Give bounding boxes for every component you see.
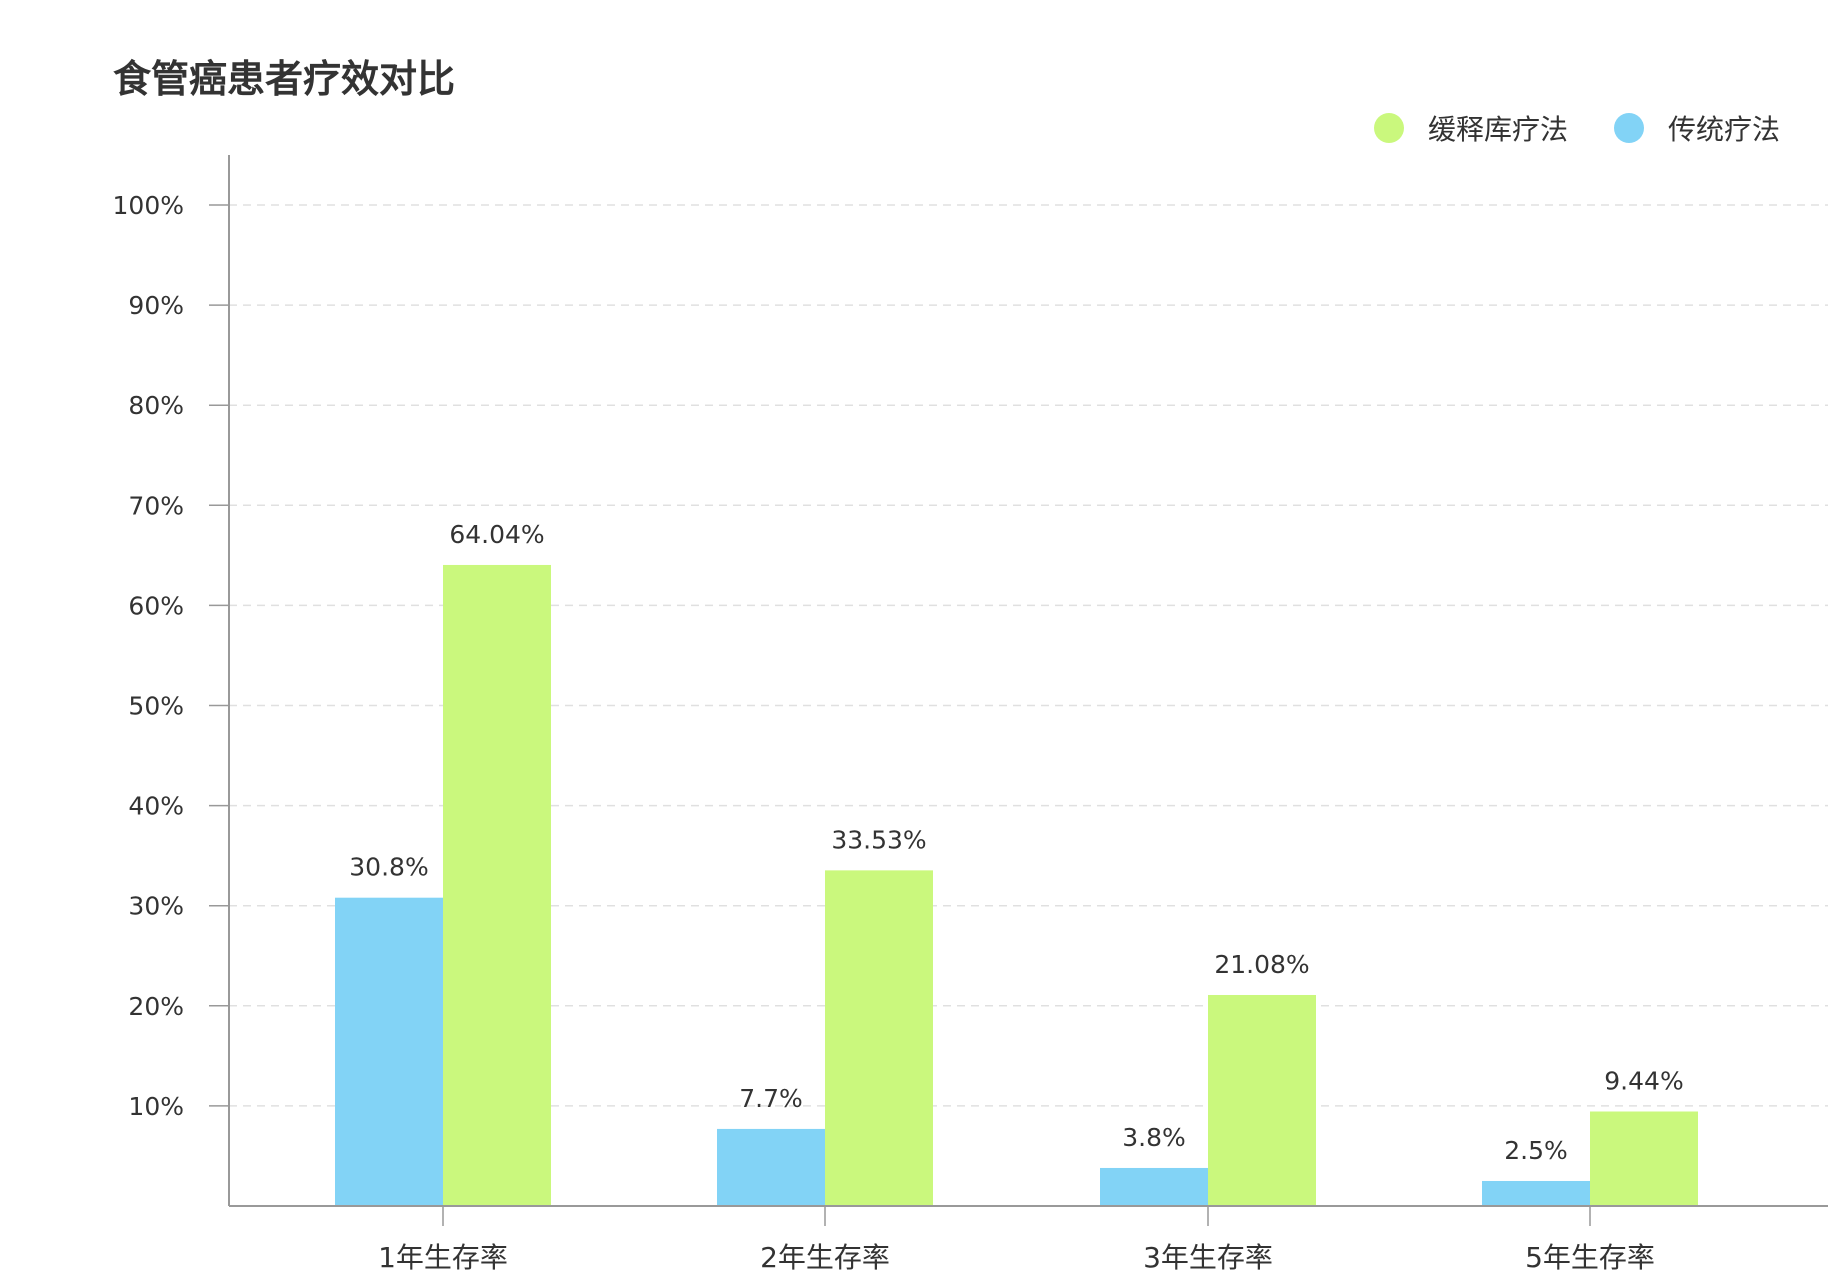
x-category-label: 1年生存率 [378,1241,508,1274]
bar-traditional [1100,1167,1208,1206]
bar-traditional [335,897,443,1206]
data-label: 30.8% [349,853,428,882]
data-label: 9.44% [1604,1067,1683,1096]
y-tick-label: 20% [128,992,184,1021]
bar-traditional [717,1128,825,1206]
legend-label-traditional: 传统疗法 [1667,113,1780,146]
y-tick-label: 50% [128,692,184,721]
legend-item-slow-release[interactable]: 缓释库疗法 [1373,108,1568,148]
y-tick-label: 70% [128,491,184,520]
bars [335,564,1698,1206]
y-tick-label: 80% [128,391,184,420]
axes [209,155,1828,1226]
y-tick-label: 100% [113,191,184,220]
y-tick-label: 30% [128,892,184,921]
y-tick-label: 60% [128,591,184,620]
labels: 10% 20% 30% 40% 50% 60% 70% 80% 90% 100% 30.8% 64.0… [113,191,1684,1274]
y-tick-label: 90% [128,291,184,320]
y-tick-label: 10% [128,1092,184,1121]
bar-traditional [1482,1180,1590,1206]
chart-title: 食管癌患者疗效对比 [113,57,456,101]
legend-swatch-slow-release [1373,113,1404,143]
bar-slow-release [825,870,933,1206]
bar-slow-release [443,564,551,1206]
data-label: 33.53% [831,825,926,854]
x-category-label: 5年生存率 [1525,1241,1655,1274]
data-label: 64.04% [449,520,544,549]
legend: 缓释库疗法 传统疗法 [1328,108,1780,148]
legend-label-slow-release: 缓释库疗法 [1427,113,1568,146]
legend-item-traditional[interactable]: 传统疗法 [1613,108,1780,148]
data-label: 3.8% [1122,1123,1186,1152]
legend-swatch-traditional [1613,113,1644,143]
bar-slow-release [1208,994,1316,1206]
y-tick-label: 40% [128,792,184,821]
x-category-label: 3年生存率 [1143,1241,1273,1274]
x-category-label: 2年生存率 [760,1241,890,1274]
data-label: 2.5% [1504,1136,1568,1165]
data-label: 7.7% [739,1084,803,1113]
data-label: 21.08% [1214,950,1309,979]
bar-slow-release [1590,1111,1698,1206]
